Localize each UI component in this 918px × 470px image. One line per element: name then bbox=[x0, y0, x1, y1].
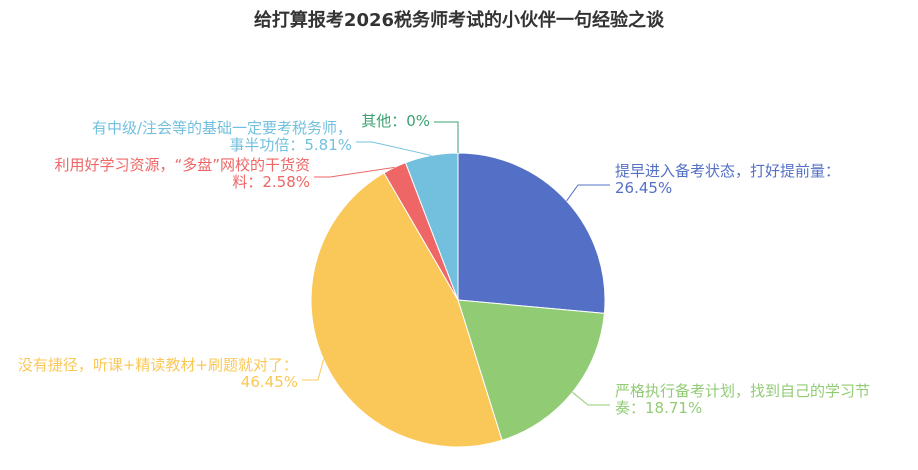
label-line bbox=[356, 141, 432, 156]
pie-slice bbox=[310, 172, 503, 448]
label-line bbox=[314, 166, 395, 178]
label-line bbox=[566, 184, 610, 202]
value-label: ：46.45% bbox=[240, 356, 298, 391]
chart-title: 给打算报考2026税务师考试的小伙伴一句经验之谈 bbox=[253, 10, 665, 31]
category-label: 利用好学习资源，“多盘”网校的干货资料 bbox=[54, 156, 310, 191]
label-line bbox=[572, 391, 610, 406]
label-line bbox=[434, 121, 459, 153]
category-label: 严格执行备考计划，找到自己的学习节奏 bbox=[615, 382, 871, 417]
data-label: 有中级/注会等的基础一定要考税务师，事半功倍：5.81% bbox=[80, 120, 352, 154]
value-label: ：5.81% bbox=[289, 136, 352, 154]
category-label: 没有捷径，听课+精读教材+刷题就对了 bbox=[17, 356, 283, 374]
category-label: 其他 bbox=[361, 112, 392, 130]
data-label: 利用好学习资源，“多盘”网校的干货资料：2.58% bbox=[30, 157, 310, 191]
value-label: ：2.58% bbox=[247, 173, 310, 191]
value-label: ：26.45% bbox=[615, 162, 841, 197]
category-label: 有中级/注会等的基础一定要考税务师，事半功倍 bbox=[91, 119, 352, 154]
data-label: 提早进入备考状态，打好提前量：26.45% bbox=[615, 163, 873, 197]
pie-slice bbox=[457, 299, 605, 441]
value-label: ：18.71% bbox=[630, 399, 703, 417]
pie-slice bbox=[457, 152, 606, 314]
category-label: 提早进入备考状态，打好提前量 bbox=[615, 162, 826, 180]
label-line bbox=[302, 359, 324, 381]
data-label: 其他：0% bbox=[310, 113, 430, 130]
data-label: 严格执行备考计划，找到自己的学习节奏：18.71% bbox=[615, 383, 900, 417]
value-label: ：0% bbox=[391, 112, 430, 130]
data-label: 没有捷径，听课+精读教材+刷题就对了：46.45% bbox=[13, 357, 298, 391]
